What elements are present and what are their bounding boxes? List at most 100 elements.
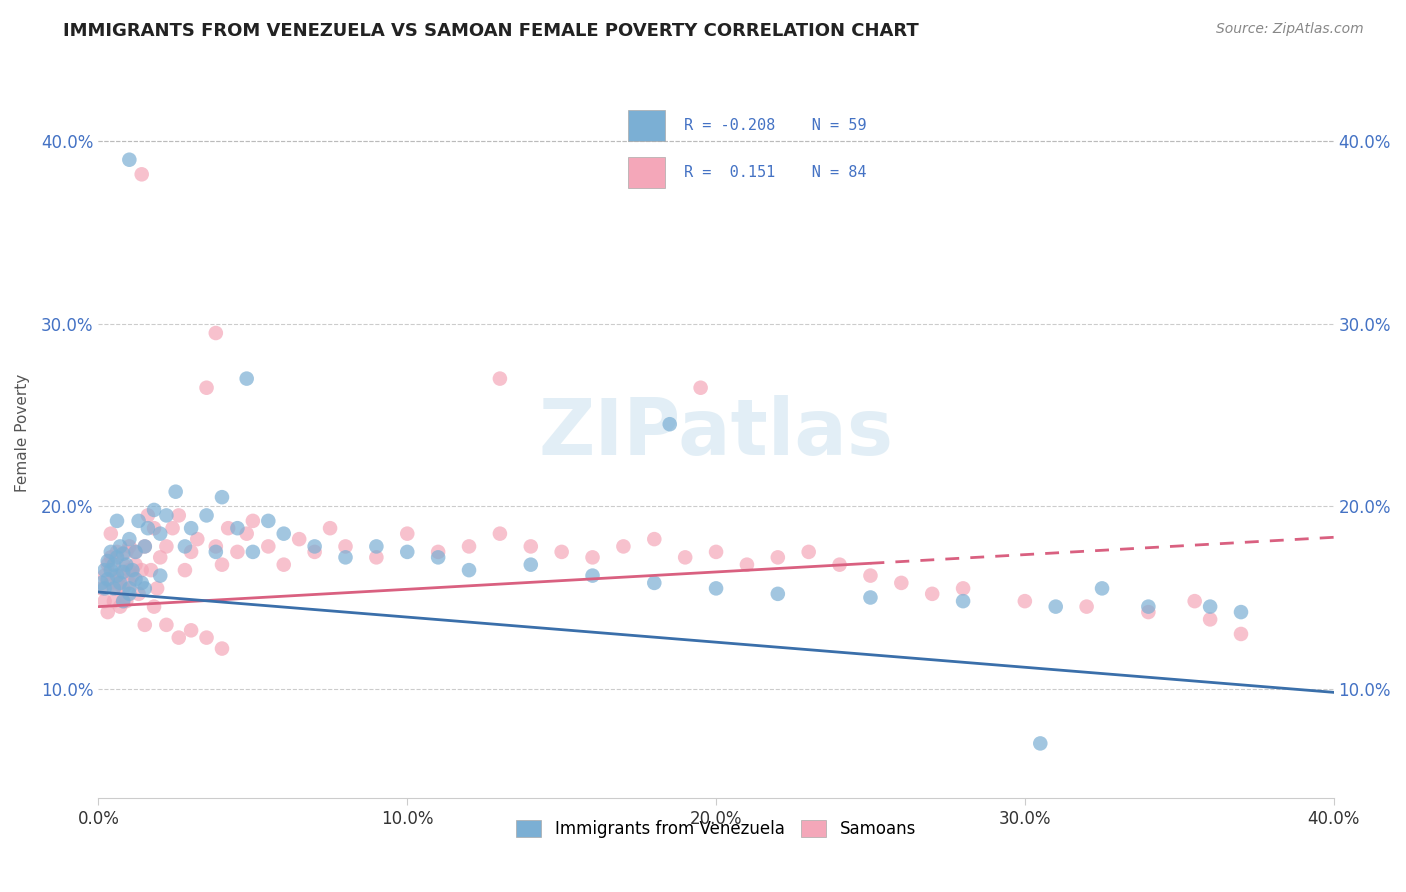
Point bbox=[226, 545, 249, 559]
Point bbox=[859, 568, 882, 582]
Point bbox=[1230, 627, 1253, 641]
Point bbox=[427, 545, 450, 559]
Point bbox=[304, 545, 326, 559]
Point bbox=[134, 582, 156, 596]
Point bbox=[131, 167, 153, 181]
Point bbox=[118, 153, 141, 167]
Point bbox=[93, 568, 115, 582]
Point bbox=[396, 545, 419, 559]
Point bbox=[108, 568, 131, 582]
Point bbox=[118, 540, 141, 554]
Point bbox=[118, 532, 141, 546]
Point bbox=[162, 521, 184, 535]
Point bbox=[1137, 599, 1160, 614]
Point bbox=[105, 545, 128, 559]
Point bbox=[1045, 599, 1067, 614]
Point bbox=[180, 545, 202, 559]
Point bbox=[118, 587, 141, 601]
Point bbox=[195, 631, 218, 645]
Point bbox=[100, 575, 122, 590]
Point bbox=[100, 545, 122, 559]
Point bbox=[180, 624, 202, 638]
Point bbox=[93, 582, 115, 596]
Point bbox=[134, 540, 156, 554]
Point bbox=[766, 587, 789, 601]
Point bbox=[217, 521, 239, 535]
Point bbox=[105, 550, 128, 565]
Point bbox=[658, 417, 681, 432]
Point bbox=[458, 540, 481, 554]
Text: ZIPatlas: ZIPatlas bbox=[538, 395, 894, 471]
Point bbox=[143, 503, 166, 517]
Point bbox=[1199, 612, 1222, 626]
Point bbox=[115, 594, 138, 608]
Point bbox=[226, 521, 249, 535]
Point bbox=[427, 550, 450, 565]
Point bbox=[921, 587, 943, 601]
Point bbox=[103, 594, 125, 608]
Point bbox=[124, 545, 146, 559]
Point bbox=[124, 572, 146, 586]
Point bbox=[204, 545, 226, 559]
Point bbox=[952, 594, 974, 608]
Point bbox=[1076, 599, 1098, 614]
Point bbox=[118, 582, 141, 596]
Point bbox=[204, 326, 226, 340]
Point bbox=[136, 521, 159, 535]
Point bbox=[550, 545, 572, 559]
Point bbox=[112, 594, 135, 608]
Point bbox=[121, 568, 143, 582]
Point bbox=[319, 521, 342, 535]
Point bbox=[100, 550, 122, 565]
Point bbox=[167, 631, 190, 645]
Point bbox=[136, 508, 159, 523]
Point bbox=[186, 532, 208, 546]
Point bbox=[643, 532, 665, 546]
Point bbox=[211, 490, 233, 504]
Point bbox=[93, 594, 115, 608]
Point bbox=[366, 550, 388, 565]
Point bbox=[273, 558, 295, 572]
Point bbox=[139, 563, 162, 577]
Point bbox=[97, 572, 120, 586]
Point bbox=[167, 508, 190, 523]
Point bbox=[131, 563, 153, 577]
Point bbox=[180, 521, 202, 535]
Text: IMMIGRANTS FROM VENEZUELA VS SAMOAN FEMALE POVERTY CORRELATION CHART: IMMIGRANTS FROM VENEZUELA VS SAMOAN FEMA… bbox=[63, 22, 920, 40]
Point bbox=[155, 508, 177, 523]
Point bbox=[335, 550, 357, 565]
Point bbox=[128, 587, 150, 601]
Point bbox=[235, 371, 257, 385]
Point bbox=[797, 545, 820, 559]
Point bbox=[366, 540, 388, 554]
Point bbox=[952, 582, 974, 596]
Point bbox=[97, 558, 120, 572]
Point bbox=[131, 575, 153, 590]
Point bbox=[689, 381, 711, 395]
Point bbox=[1184, 594, 1206, 608]
Point bbox=[335, 540, 357, 554]
Point bbox=[520, 558, 543, 572]
Point bbox=[112, 582, 135, 596]
Point bbox=[155, 540, 177, 554]
Point bbox=[673, 550, 696, 565]
Point bbox=[103, 568, 125, 582]
Point bbox=[195, 508, 218, 523]
Point bbox=[112, 565, 135, 579]
Point bbox=[257, 540, 280, 554]
Point bbox=[90, 582, 112, 596]
Point bbox=[1137, 605, 1160, 619]
Point bbox=[105, 582, 128, 596]
Point bbox=[489, 371, 512, 385]
Point bbox=[257, 514, 280, 528]
Point bbox=[1199, 599, 1222, 614]
Point bbox=[211, 558, 233, 572]
Point bbox=[174, 540, 197, 554]
Point bbox=[520, 540, 543, 554]
Point bbox=[105, 575, 128, 590]
Point bbox=[115, 545, 138, 559]
Point bbox=[242, 514, 264, 528]
Point bbox=[93, 563, 115, 577]
Point bbox=[118, 563, 141, 577]
Point bbox=[890, 575, 912, 590]
